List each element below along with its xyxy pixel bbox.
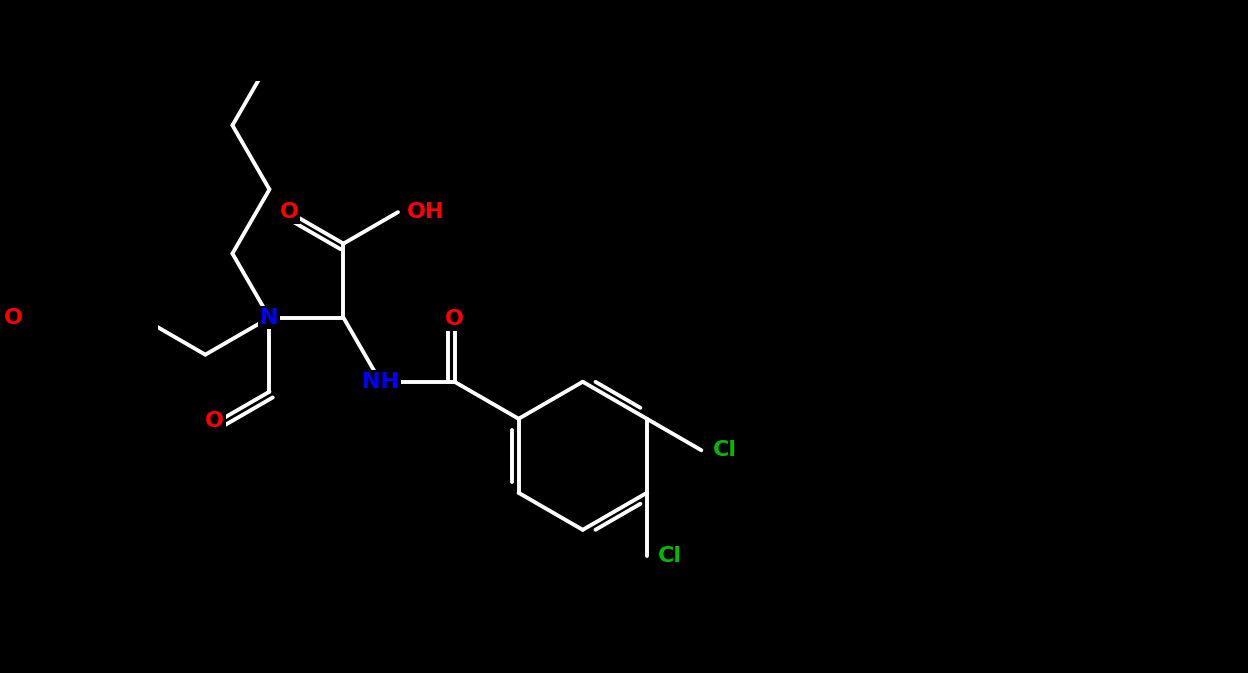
Text: O: O xyxy=(4,308,22,328)
Text: O: O xyxy=(446,309,464,329)
Text: N: N xyxy=(260,308,278,328)
Text: OH: OH xyxy=(407,202,444,222)
Text: Cl: Cl xyxy=(713,440,736,460)
Text: O: O xyxy=(205,411,223,431)
Text: Cl: Cl xyxy=(658,546,681,566)
Text: O: O xyxy=(280,202,298,222)
Text: NH: NH xyxy=(362,371,399,392)
